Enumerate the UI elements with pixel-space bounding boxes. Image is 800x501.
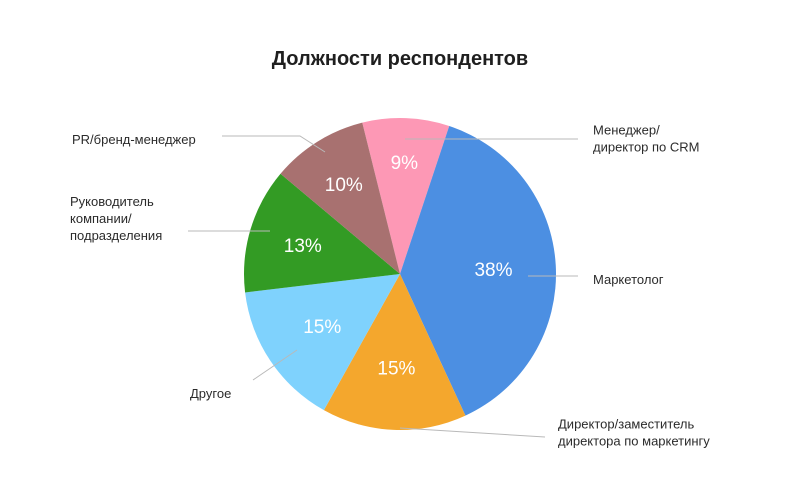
pie-slice	[362, 118, 450, 274]
category-label: Другое	[190, 386, 231, 401]
leader-line	[399, 427, 546, 438]
pie-slices	[244, 118, 556, 430]
slice-percent-label: 15%	[377, 359, 415, 380]
category-label: Маркетолог	[593, 272, 664, 287]
category-label: Руководитель компании/подразделения	[70, 194, 162, 243]
pie-slice	[280, 122, 400, 274]
pie-slice	[244, 173, 400, 293]
category-labels: Менеджер/директор по CRM Маркетолог Директ…	[70, 123, 710, 449]
slice-percent-label: 9%	[391, 153, 419, 174]
slice-percent-label: 15%	[303, 317, 341, 338]
slice-percent-labels: 9% 38% 15% 15% 13% 10%	[284, 153, 513, 380]
slice-percent-label: 13%	[284, 236, 322, 257]
category-label: Менеджер/директор по CRM	[593, 123, 700, 155]
category-label: PR/бренд-менеджер	[72, 132, 196, 147]
leader-lines	[188, 135, 578, 438]
slice-percent-label: 38%	[474, 260, 512, 281]
chart-title: Должности респондентов	[271, 48, 529, 70]
pie-slice	[323, 274, 466, 430]
slice-percent-label: 10%	[325, 175, 363, 196]
leader-line	[222, 135, 326, 153]
category-label: Директор/заместитель директора по маркети…	[558, 417, 710, 449]
pie-slice	[245, 274, 400, 411]
leader-line	[252, 349, 298, 381]
pie-slice	[400, 125, 556, 416]
